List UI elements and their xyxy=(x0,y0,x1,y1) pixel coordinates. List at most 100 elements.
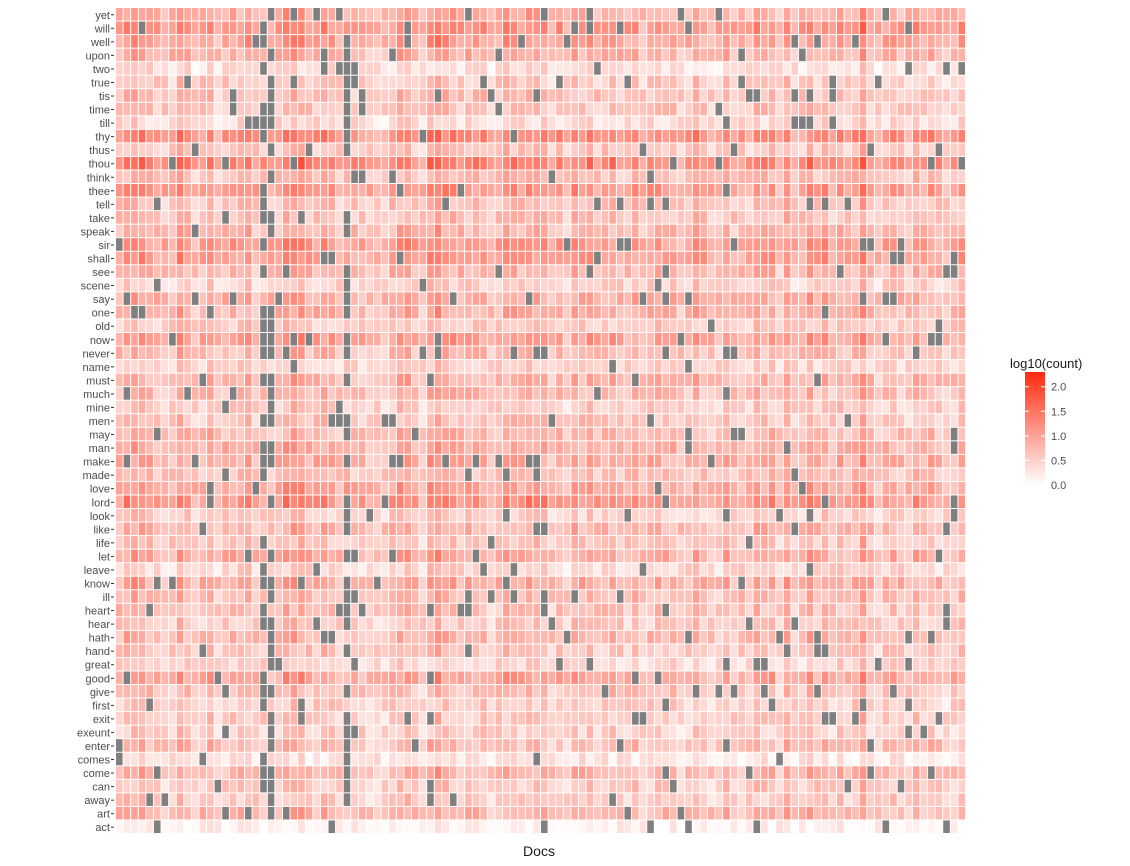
heatmap-cell xyxy=(662,481,670,495)
heatmap-cell xyxy=(343,454,351,468)
heatmap-cell xyxy=(799,617,806,630)
heatmap-cell xyxy=(586,360,594,373)
heatmap-cell xyxy=(487,806,495,820)
heatmap-cell xyxy=(176,603,184,617)
heatmap-cell xyxy=(867,468,874,481)
heatmap-cell xyxy=(700,536,707,549)
heatmap-cell xyxy=(146,481,153,495)
heatmap-cell xyxy=(791,305,799,319)
heatmap-cell xyxy=(282,657,290,671)
heatmap-cell xyxy=(829,441,836,454)
heatmap-cell xyxy=(411,712,419,725)
heatmap-cell xyxy=(928,522,935,536)
heatmap-cell xyxy=(449,766,457,779)
heatmap-cell xyxy=(374,278,381,292)
heatmap-cell xyxy=(237,806,245,820)
heatmap-cell xyxy=(184,495,191,509)
heatmap-cell xyxy=(632,319,639,332)
heatmap-cell xyxy=(616,292,624,305)
heatmap-cell xyxy=(844,305,852,319)
heatmap-cell xyxy=(745,793,753,806)
heatmap-cell xyxy=(852,617,859,630)
heatmap-cell xyxy=(449,657,457,671)
heatmap-cell xyxy=(237,495,245,509)
heatmap-cell xyxy=(176,427,184,441)
heatmap-cell xyxy=(351,454,358,468)
heatmap-cell xyxy=(874,563,882,576)
heatmap-cell xyxy=(639,346,647,360)
heatmap-cell xyxy=(343,224,351,238)
heatmap-cell xyxy=(563,346,571,360)
heatmap-cell xyxy=(806,725,814,739)
heatmap-cell xyxy=(358,549,366,563)
heatmap-cell xyxy=(510,454,518,468)
heatmap-cell xyxy=(654,238,662,251)
heatmap-cell xyxy=(191,806,199,820)
heatmap-cell xyxy=(897,671,905,685)
heatmap-cell xyxy=(556,725,563,739)
heatmap-cell xyxy=(176,536,184,549)
heatmap-cell xyxy=(647,617,654,630)
heatmap-cell xyxy=(267,617,275,630)
heatmap-cell xyxy=(199,671,207,685)
heatmap-cell xyxy=(799,292,806,305)
heatmap-cell xyxy=(214,536,222,549)
heatmap-cell xyxy=(260,671,267,685)
heatmap-cell xyxy=(449,806,457,820)
heatmap-cell xyxy=(351,617,358,630)
heatmap-cell xyxy=(298,387,305,400)
heatmap-cell xyxy=(685,495,692,509)
heatmap-cell xyxy=(449,712,457,725)
heatmap-cell xyxy=(419,468,427,481)
heatmap-cell xyxy=(495,617,503,630)
heatmap-cell xyxy=(305,630,313,644)
heatmap-cell xyxy=(647,319,654,332)
heatmap-cell xyxy=(518,387,525,400)
heatmap-cell xyxy=(457,549,465,563)
heatmap-cell xyxy=(396,224,404,238)
heatmap-cell xyxy=(791,590,799,603)
heatmap-cell xyxy=(404,752,411,766)
heatmap-cell xyxy=(465,400,472,414)
heatmap-cell xyxy=(487,373,495,387)
heatmap-cell xyxy=(624,468,632,481)
heatmap-cell xyxy=(267,563,275,576)
heatmap-cell xyxy=(601,630,609,644)
heatmap-cell xyxy=(912,332,920,346)
heatmap-cell xyxy=(867,373,874,387)
heatmap-cell xyxy=(928,630,935,644)
heatmap-cell xyxy=(594,278,601,292)
heatmap-cell xyxy=(874,305,882,319)
heatmap-cell xyxy=(275,373,282,387)
heatmap-cell xyxy=(852,305,859,319)
heatmap-cell xyxy=(465,630,472,644)
heatmap-cell xyxy=(427,427,434,441)
heatmap-cell xyxy=(814,536,821,549)
heatmap-cell xyxy=(191,251,199,265)
heatmap-cell xyxy=(275,563,282,576)
heatmap-cell xyxy=(700,414,707,427)
heatmap-cell xyxy=(161,481,169,495)
heatmap-cell xyxy=(958,685,965,698)
heatmap-cell xyxy=(594,400,601,414)
heatmap-cell xyxy=(912,806,920,820)
heatmap-cell xyxy=(654,590,662,603)
heatmap-cell xyxy=(768,725,776,739)
heatmap-cell xyxy=(738,387,745,400)
heatmap-cell xyxy=(525,657,533,671)
heatmap-cell xyxy=(768,522,776,536)
heatmap-cell xyxy=(434,752,442,766)
heatmap-cell xyxy=(890,793,897,806)
heatmap-cell xyxy=(169,414,176,427)
heatmap-cell xyxy=(692,522,700,536)
heatmap-cell xyxy=(632,238,639,251)
heatmap-cell xyxy=(153,739,161,752)
heatmap-cell xyxy=(374,820,381,833)
heatmap-cell xyxy=(260,238,267,251)
heatmap-cell xyxy=(427,698,434,712)
heatmap-cell xyxy=(465,454,472,468)
heatmap-cell xyxy=(890,495,897,509)
heatmap-cell xyxy=(487,292,495,305)
heatmap-cell xyxy=(548,712,556,725)
heatmap-cell xyxy=(404,698,411,712)
